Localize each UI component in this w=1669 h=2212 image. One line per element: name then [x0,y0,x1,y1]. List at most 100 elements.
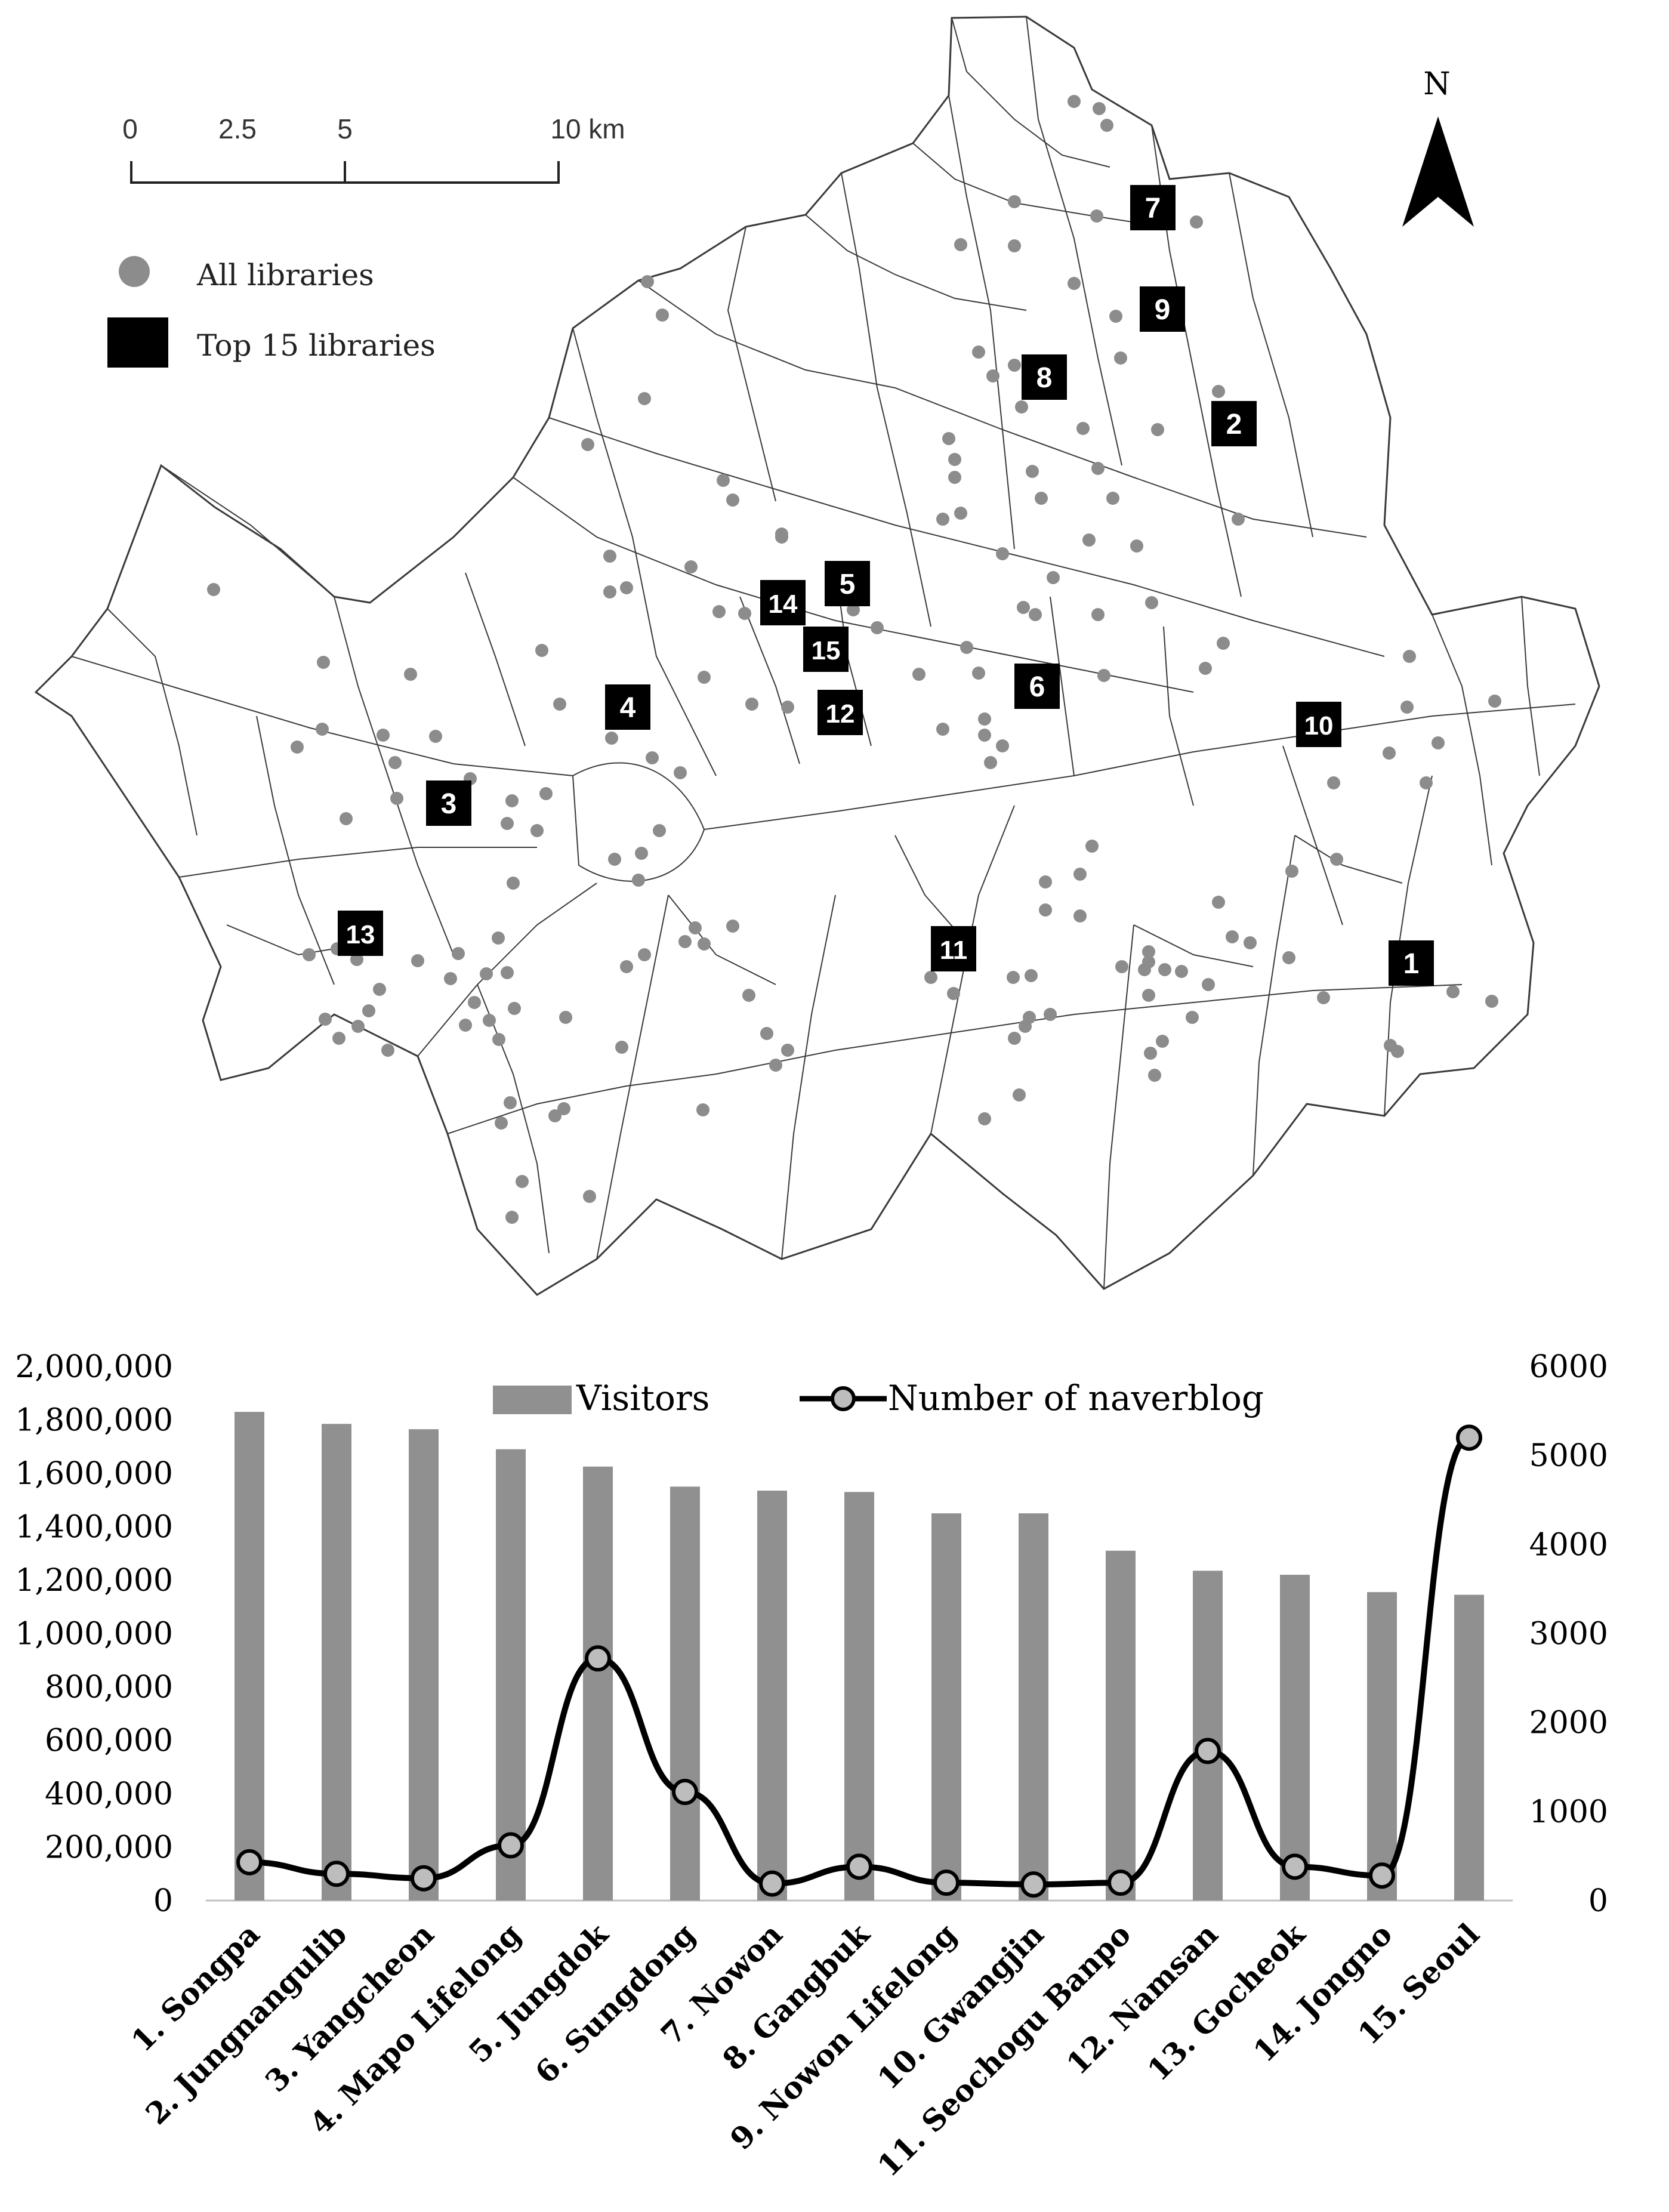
top15-marker-square [1130,185,1176,230]
library-dot [738,607,751,620]
library-dot [1186,1011,1199,1024]
chart-canvas: Visitors Number of naverblog 0 200,000 400… [15,1349,1608,2183]
y-left-tick-label: 400,000 [45,1776,173,1812]
legend-visitors-swatch [493,1386,572,1414]
top15-marker-10: 10 [1296,702,1341,747]
library-dot [1226,930,1239,943]
library-dot [1076,422,1090,435]
top15-marker-1: 1 [1389,940,1434,986]
library-dot [871,621,884,634]
library-dot [978,712,991,726]
library-dot [1138,963,1151,976]
library-dot [377,729,390,742]
top15-marker-square [931,926,976,971]
legend-naverblog-marker [831,1386,856,1411]
library-dot [1158,963,1171,976]
library-dot [1383,746,1396,760]
y-left-tick-label: 200,000 [45,1830,173,1866]
library-dot [1007,971,1020,984]
library-dot [698,937,711,951]
library-dot [1044,1008,1057,1021]
x-category-label: 12. Namsan [1060,1917,1225,2082]
top15-marker-label: 11 [940,936,968,965]
library-dot [947,987,960,1000]
library-dot [429,730,442,743]
library-dot [1485,995,1498,1008]
top15-marker-square [1389,940,1434,986]
library-dots [207,95,1501,1224]
library-dot [1212,385,1225,398]
bar-visitors [844,1492,874,1901]
bar-visitors [1367,1592,1397,1901]
legend-all-libraries: All libraries [196,258,374,292]
library-dot [1190,215,1203,229]
x-category-label: 13. Gocheok [1140,1916,1312,2088]
library-dot [698,671,711,684]
library-dot [504,1096,517,1109]
top15-marker-square [605,684,650,730]
library-dot [1391,1045,1404,1058]
library-dot [632,874,645,887]
naverblog-point [323,1861,350,1887]
library-dot [620,960,633,973]
library-dot [978,1112,991,1125]
top15-marker-label: 10 [1304,711,1334,741]
library-dot [1420,776,1433,789]
library-dot [972,345,985,359]
library-dot [948,453,961,466]
top15-marker-label: 14 [769,590,798,619]
library-dot [924,971,937,984]
map-legend: All libraries Top 15 libraries [107,256,436,368]
top15-marker-9: 9 [1140,286,1185,332]
library-dot [912,668,925,681]
top15-marker-square [760,580,806,625]
library-dot [1082,533,1096,547]
library-dot [1151,423,1164,436]
library-dot [1317,991,1330,1004]
library-dot [390,792,403,805]
library-dot [1115,960,1128,973]
top15-marker-15: 15 [803,627,849,672]
library-dot [1017,601,1030,614]
library-dot [936,513,949,526]
naverblog-point [498,1832,524,1859]
bar-visitors [931,1513,961,1901]
library-dot [635,847,648,860]
library-dot [1145,596,1158,609]
top15-marker-label: 7 [1145,193,1161,224]
library-dot [1114,351,1127,365]
library-dot [996,547,1009,560]
library-dot [684,560,698,573]
library-dot [717,474,730,487]
bar-visitors [409,1429,439,1901]
library-dot [1085,840,1099,853]
library-dot [696,1103,709,1116]
naverblog-point [846,1853,872,1880]
library-dot [1156,1035,1169,1048]
bar-visitors [1193,1571,1223,1901]
naverblog-point [411,1865,437,1892]
naverblog-point [672,1779,698,1806]
library-dot [646,751,659,764]
y-right-tick-label: 2000 [1529,1705,1608,1741]
library-dot [539,787,553,800]
library-dot [948,471,961,484]
top15-marker-5: 5 [825,561,870,606]
library-dot [583,1190,596,1203]
top15-marker-square [426,780,471,826]
bar-visitors [670,1486,700,1901]
library-dot [1100,119,1113,132]
library-dot [653,824,666,837]
library-dot [1244,936,1257,949]
y-left-tick-label: 2,000,000 [15,1349,173,1385]
top15-marker-label: 5 [840,569,856,600]
library-dot [1019,1020,1032,1033]
library-dot [689,921,702,934]
library-dot [1039,875,1052,888]
library-dot [972,667,985,680]
library-dot [1212,896,1225,909]
library-dot [847,603,860,616]
library-dot [505,794,519,807]
naverblog-line [249,1434,1470,1888]
